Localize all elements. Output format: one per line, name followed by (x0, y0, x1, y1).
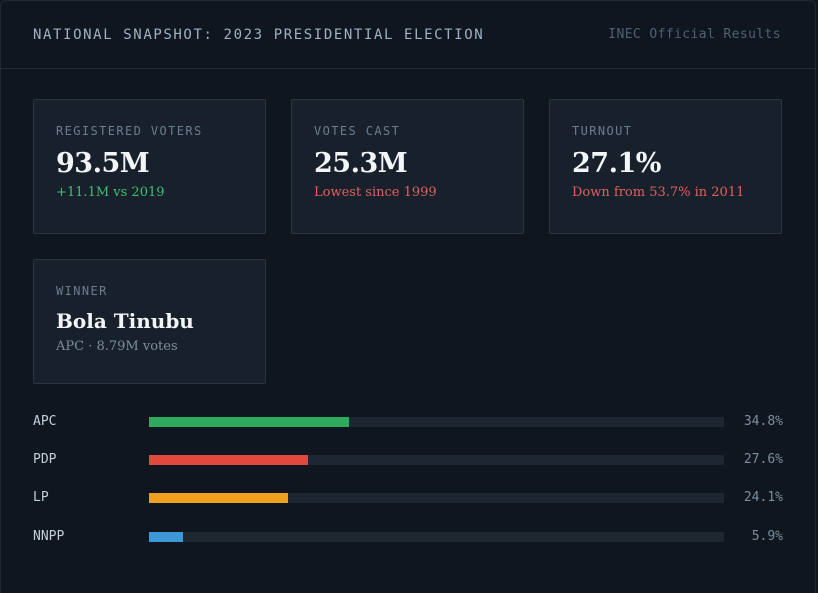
share-bar-fill (149, 493, 288, 503)
share-bar-fill (149, 455, 308, 465)
winner-card: WINNER Bola Tinubu APC · 8.79M votes (33, 259, 266, 384)
party-name: LP (33, 490, 49, 505)
party-name: APC (33, 414, 57, 429)
registered-voters-change: +11.1M vs 2019 (56, 185, 165, 200)
turnout-label: TURNOUT (572, 124, 633, 138)
registered-voters-label: REGISTERED VOTERS (56, 124, 203, 138)
page-title: NATIONAL SNAPSHOT: 2023 PRESIDENTIAL ELE… (33, 26, 485, 43)
party-name: NNPP (33, 529, 65, 544)
share-bar-fill (149, 532, 183, 542)
share-percent: 34.8% (743, 414, 783, 429)
party-name: PDP (33, 452, 57, 467)
result-row-apc: APC 34.8% (33, 413, 783, 431)
turnout-value: 27.1% (572, 148, 661, 179)
result-row-lp: LP 24.1% (33, 489, 783, 507)
winner-detail: APC · 8.79M votes (56, 339, 178, 354)
share-bar-fill (149, 417, 350, 427)
turnout-card: TURNOUT 27.1% Down from 53.7% in 2011 (549, 99, 782, 234)
turnout-note: Down from 53.7% in 2011 (572, 185, 745, 200)
winner-label: WINNER (56, 284, 108, 298)
registered-voters-card: REGISTERED VOTERS 93.5M +11.1M vs 2019 (33, 99, 266, 234)
votes-cast-value: 25.3M (314, 148, 408, 179)
votes-cast-card: VOTES CAST 25.3M Lowest since 1999 (291, 99, 524, 234)
source-label: INEC Official Results (608, 27, 781, 42)
share-percent: 27.6% (743, 452, 783, 467)
winner-name: Bola Tinubu (56, 309, 194, 333)
share-percent: 24.1% (743, 490, 783, 505)
result-row-nnpp: NNPP 5.9% (33, 528, 783, 546)
share-bar-track (149, 417, 724, 427)
votes-cast-note: Lowest since 1999 (314, 185, 437, 200)
votes-cast-label: VOTES CAST (314, 124, 401, 138)
share-bar-track (149, 455, 724, 465)
share-bar-track (149, 532, 724, 542)
share-bar-track (149, 493, 724, 503)
share-percent: 5.9% (751, 529, 783, 544)
result-row-pdp: PDP 27.6% (33, 451, 783, 469)
header: NATIONAL SNAPSHOT: 2023 PRESIDENTIAL ELE… (1, 1, 815, 69)
registered-voters-value: 93.5M (56, 148, 150, 179)
